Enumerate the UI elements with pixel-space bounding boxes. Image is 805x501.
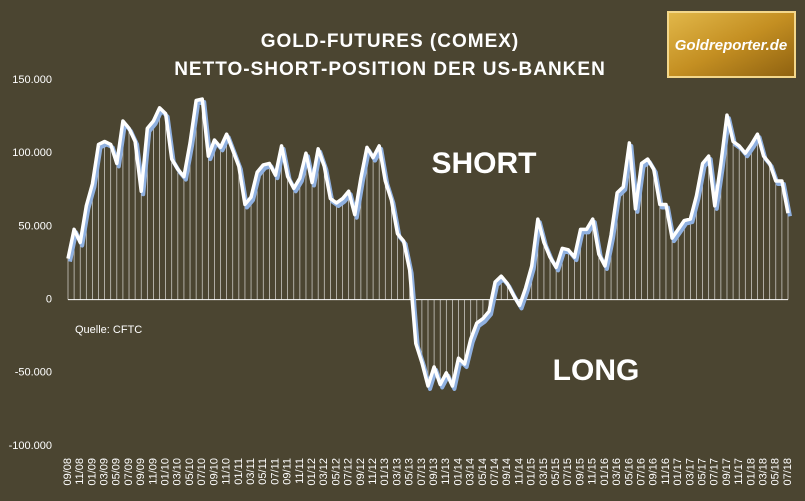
- y-tick-label: -100.000: [9, 440, 52, 452]
- x-tick-label: 11/10: [221, 458, 233, 485]
- y-tick-label: -50.000: [15, 367, 52, 379]
- x-tick-label: 01/13: [379, 458, 391, 486]
- x-tick-label: 03/14: [465, 458, 477, 486]
- x-tick-label: 07/15: [562, 458, 574, 486]
- data-line: [66, 97, 790, 388]
- x-tick-label: 01/11: [233, 458, 245, 485]
- x-tick-label: 01/15: [526, 458, 538, 486]
- x-tick-label: 07/10: [196, 458, 208, 486]
- x-tick-label: 11/13: [440, 458, 452, 485]
- x-tick-label: 05/16: [623, 458, 635, 486]
- logo-box: [667, 11, 796, 78]
- y-tick-label: 50.000: [18, 220, 52, 232]
- x-tick-label: 11/11: [294, 458, 306, 484]
- x-tick-label: 03/12: [318, 458, 330, 486]
- x-tick-label: 11/15: [587, 458, 599, 485]
- x-tick-label: 05/17: [696, 458, 708, 486]
- x-tick-label: 11/09: [147, 458, 159, 485]
- x-tick-label: 03/15: [538, 458, 550, 486]
- y-tick-label: 150.000: [12, 74, 52, 86]
- x-tick-label: 07/13: [416, 458, 428, 486]
- x-tick-label: 07/18: [782, 458, 794, 486]
- x-tick-label: 01/10: [160, 458, 172, 486]
- x-tick-label: 11/16: [660, 458, 672, 485]
- x-tick-label: 03/09: [99, 458, 111, 486]
- x-tick-label: 01/12: [306, 458, 318, 486]
- x-tick-label: 03/13: [391, 458, 403, 486]
- x-tick-label: 03/11: [245, 458, 257, 485]
- x-tick-label: 09/10: [208, 458, 220, 486]
- x-tick-label: 07/16: [635, 458, 647, 486]
- x-tick-label: 05/11: [257, 458, 269, 485]
- x-tick-label: 05/10: [184, 458, 196, 486]
- x-tick-label: 09/14: [501, 458, 513, 486]
- x-tick-label: 01/09: [86, 458, 98, 486]
- x-tick-label: 11/14: [513, 458, 525, 485]
- y-tick-label: 0: [46, 294, 52, 306]
- x-tick-label: 11/08: [74, 458, 86, 485]
- x-tick-label: 09/17: [721, 458, 733, 486]
- logo-text: Goldreporter.de: [675, 37, 788, 54]
- x-tick-label: 01/17: [672, 458, 684, 486]
- annotation: LONG: [553, 354, 640, 387]
- x-tick-label: 07/17: [709, 458, 721, 486]
- x-tick-label: 03/18: [757, 458, 769, 486]
- x-tick-label: 07/09: [123, 458, 135, 486]
- x-tick-label: 05/18: [770, 458, 782, 486]
- x-tick-label: 07/12: [343, 458, 355, 486]
- annotation: SHORT: [432, 147, 537, 180]
- source-note: Quelle: CFTC: [75, 324, 142, 336]
- x-tick-label: 09/11: [282, 458, 294, 485]
- x-tick-label: 05/12: [330, 458, 342, 486]
- x-tick-label: 01/14: [452, 458, 464, 486]
- x-tick-label: 09/15: [574, 458, 586, 486]
- x-tick-label: 05/14: [477, 458, 489, 486]
- x-tick-label: 09/09: [135, 458, 147, 486]
- x-tick-label: 05/15: [550, 458, 562, 486]
- x-tick-label: 05/09: [111, 458, 123, 486]
- x-tick-label: 01/18: [745, 458, 757, 486]
- y-tick-label: 100.000: [12, 147, 52, 159]
- x-tick-label: 09/12: [355, 458, 367, 486]
- x-tick-label: 09/13: [428, 458, 440, 486]
- x-tick-label: 09/08: [62, 458, 74, 486]
- x-tick-label: 07/14: [489, 458, 501, 486]
- x-tick-label: 05/13: [404, 458, 416, 486]
- x-tick-label: 03/10: [172, 458, 184, 486]
- x-tick-label: 11/12: [367, 458, 379, 485]
- chart-subtitle: NETTO-SHORT-POSITION DER US-BANKEN: [174, 59, 606, 80]
- x-tick-label: 09/16: [648, 458, 660, 486]
- x-tick-label: 01/16: [599, 458, 611, 486]
- x-tick-label: 03/16: [611, 458, 623, 486]
- x-tick-label: 11/17: [733, 458, 745, 485]
- x-tick-label: 07/11: [269, 458, 281, 485]
- chart-title: GOLD-FUTURES (COMEX): [261, 31, 520, 52]
- x-tick-label: 03/17: [684, 458, 696, 486]
